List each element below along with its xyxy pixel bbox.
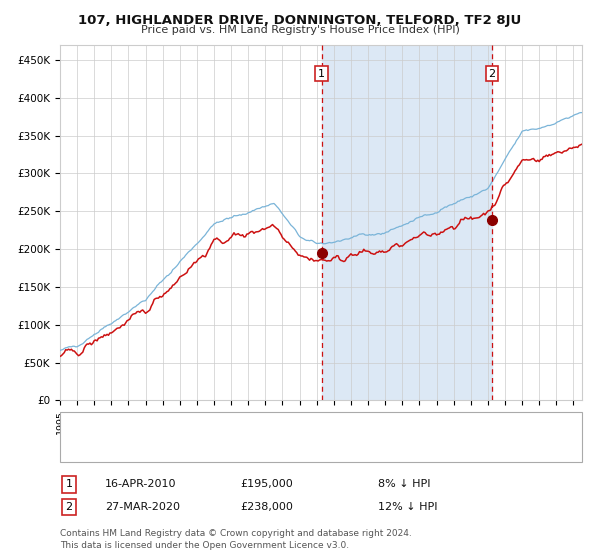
Text: £195,000: £195,000 <box>240 479 293 489</box>
Text: £238,000: £238,000 <box>240 502 293 512</box>
Bar <box>322 45 492 400</box>
Text: This data is licensed under the Open Government Licence v3.0.: This data is licensed under the Open Gov… <box>60 542 349 550</box>
Text: Price paid vs. HM Land Registry's House Price Index (HPI): Price paid vs. HM Land Registry's House … <box>140 25 460 35</box>
Text: 27-MAR-2020: 27-MAR-2020 <box>105 502 180 512</box>
Text: 107, HIGHLANDER DRIVE, DONNINGTON, TELFORD, TF2 8JU: 107, HIGHLANDER DRIVE, DONNINGTON, TELFO… <box>79 14 521 27</box>
Text: 1: 1 <box>65 479 73 489</box>
Text: Contains HM Land Registry data © Crown copyright and database right 2024.: Contains HM Land Registry data © Crown c… <box>60 529 412 538</box>
Text: 12% ↓ HPI: 12% ↓ HPI <box>378 502 437 512</box>
Text: 1: 1 <box>318 68 325 78</box>
Text: 8% ↓ HPI: 8% ↓ HPI <box>378 479 431 489</box>
Text: 107, HIGHLANDER DRIVE, DONNINGTON, TELFORD, TF2 8JU (detached house): 107, HIGHLANDER DRIVE, DONNINGTON, TELFO… <box>105 419 487 430</box>
Text: HPI: Average price, detached house, Telford and Wrekin: HPI: Average price, detached house, Telf… <box>105 444 376 454</box>
Text: 2: 2 <box>65 502 73 512</box>
Text: 2: 2 <box>488 68 496 78</box>
Text: 16-APR-2010: 16-APR-2010 <box>105 479 176 489</box>
